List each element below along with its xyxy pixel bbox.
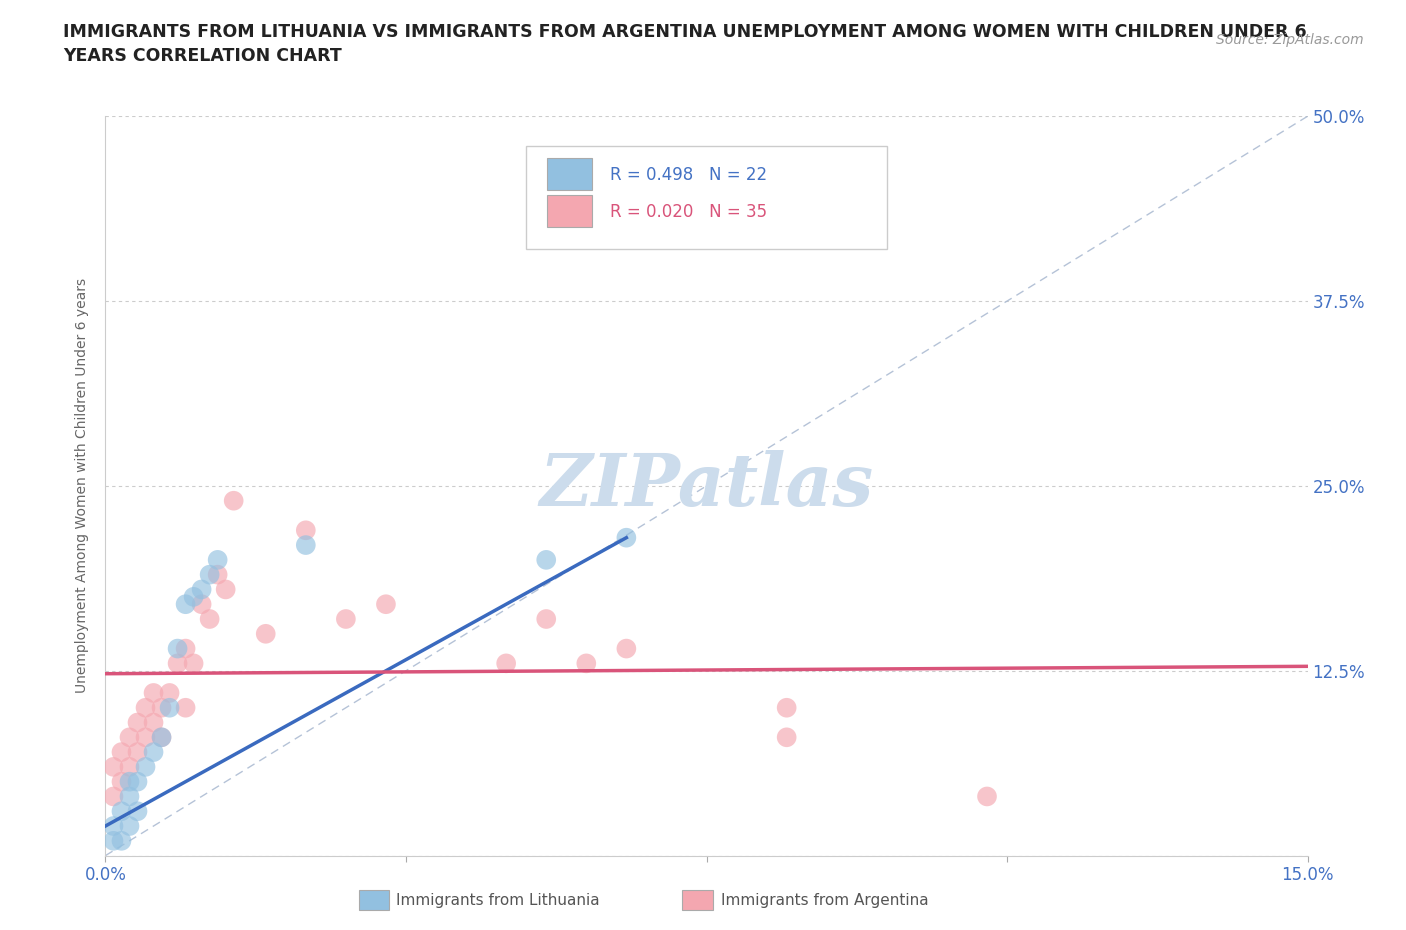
- Point: [616, 530, 638, 545]
- Point: [375, 597, 398, 612]
- Point: [174, 597, 197, 612]
- Text: Immigrants from Lithuania: Immigrants from Lithuania: [396, 893, 600, 908]
- Point: [103, 760, 125, 775]
- Text: R = 0.020   N = 35: R = 0.020 N = 35: [610, 204, 768, 221]
- Point: [135, 760, 157, 775]
- Point: [110, 745, 132, 760]
- Y-axis label: Unemployment Among Women with Children Under 6 years: Unemployment Among Women with Children U…: [76, 278, 90, 694]
- Point: [150, 700, 173, 715]
- Point: [183, 656, 205, 671]
- Point: [127, 774, 149, 789]
- Point: [118, 789, 141, 804]
- Text: IMMIGRANTS FROM LITHUANIA VS IMMIGRANTS FROM ARGENTINA UNEMPLOYMENT AMONG WOMEN : IMMIGRANTS FROM LITHUANIA VS IMMIGRANTS …: [63, 23, 1308, 65]
- Point: [118, 730, 141, 745]
- Point: [616, 641, 638, 656]
- Point: [135, 730, 157, 745]
- Point: [135, 700, 157, 715]
- Text: Immigrants from Argentina: Immigrants from Argentina: [721, 893, 929, 908]
- FancyBboxPatch shape: [547, 158, 592, 191]
- Point: [103, 833, 125, 848]
- Point: [207, 552, 229, 567]
- Point: [335, 612, 357, 627]
- Point: [110, 804, 132, 818]
- Point: [198, 567, 221, 582]
- Point: [295, 523, 318, 538]
- Point: [103, 818, 125, 833]
- Point: [142, 715, 165, 730]
- Point: [198, 612, 221, 627]
- Point: [190, 582, 212, 597]
- Text: Source: ZipAtlas.com: Source: ZipAtlas.com: [1216, 33, 1364, 46]
- Point: [575, 656, 598, 671]
- Point: [190, 597, 212, 612]
- Text: ZIPatlas: ZIPatlas: [540, 450, 873, 522]
- Point: [536, 552, 558, 567]
- Point: [166, 641, 188, 656]
- Point: [142, 745, 165, 760]
- Point: [150, 730, 173, 745]
- FancyBboxPatch shape: [547, 194, 592, 227]
- Point: [174, 641, 197, 656]
- Point: [127, 715, 149, 730]
- Point: [495, 656, 517, 671]
- Point: [214, 582, 236, 597]
- Point: [127, 745, 149, 760]
- Point: [159, 700, 181, 715]
- Point: [166, 656, 188, 671]
- Point: [142, 685, 165, 700]
- Point: [776, 730, 799, 745]
- Point: [110, 774, 132, 789]
- Point: [150, 730, 173, 745]
- Point: [295, 538, 318, 552]
- Point: [127, 804, 149, 818]
- Point: [254, 627, 277, 642]
- Point: [118, 760, 141, 775]
- Point: [118, 818, 141, 833]
- Point: [159, 685, 181, 700]
- Point: [110, 833, 132, 848]
- Point: [174, 700, 197, 715]
- Point: [207, 567, 229, 582]
- Point: [776, 700, 799, 715]
- Point: [183, 590, 205, 604]
- FancyBboxPatch shape: [526, 146, 887, 249]
- Text: R = 0.498   N = 22: R = 0.498 N = 22: [610, 166, 768, 184]
- Point: [103, 789, 125, 804]
- Point: [118, 774, 141, 789]
- Point: [536, 612, 558, 627]
- Point: [222, 493, 245, 508]
- Point: [976, 789, 998, 804]
